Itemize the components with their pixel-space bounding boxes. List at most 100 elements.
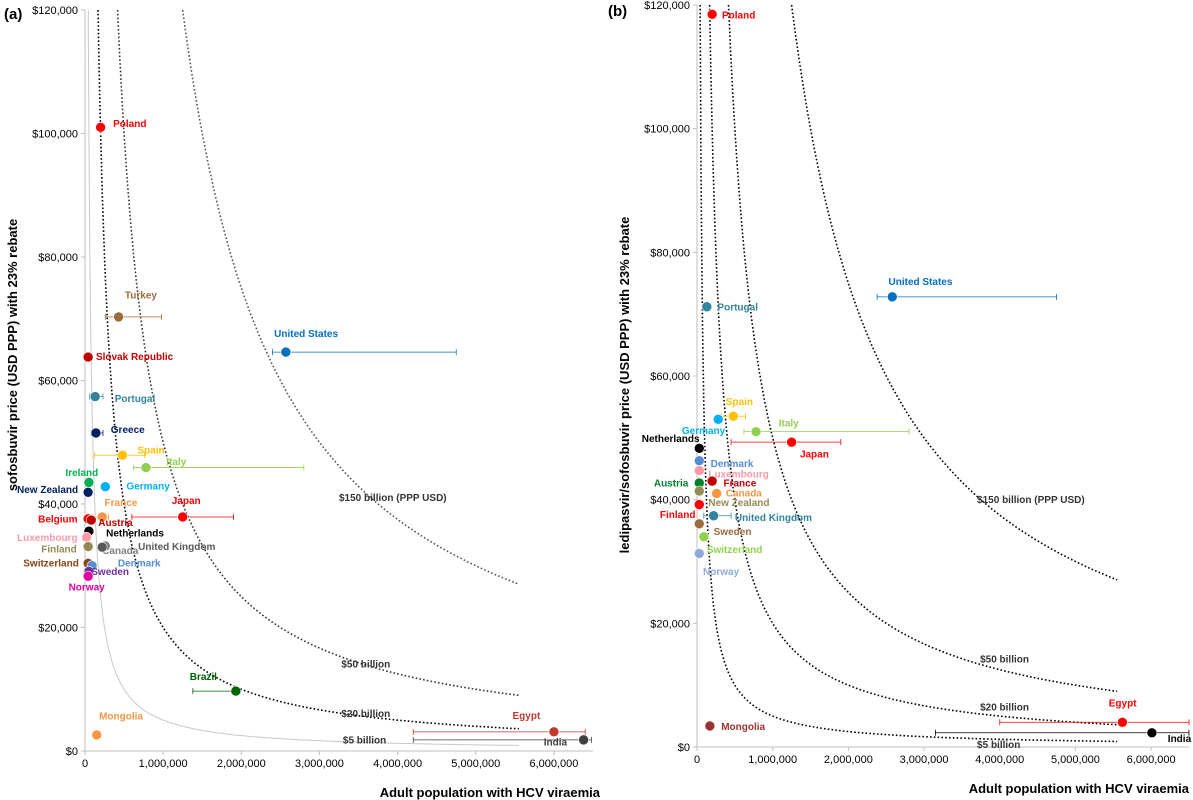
panel-a-point-poland: [95, 122, 106, 133]
panel-a-point-united-states: [280, 346, 292, 358]
panel-b-point-egypt: [1117, 716, 1128, 728]
panel-b-iso-cost-label: $20 billion: [980, 703, 1029, 714]
panel-b-label: (b): [608, 3, 627, 20]
panel-b-point-norway: [693, 548, 705, 559]
panel-a-label: (a): [4, 6, 22, 23]
panel-b-point-luxembourg: [693, 465, 705, 476]
panel-a-point-label-germany: Germany: [126, 482, 170, 493]
panel-a-point-india: [578, 734, 589, 746]
panel-a-point-label-turkey: Turkey: [125, 290, 157, 301]
panel-a-point-united-kingdom: [96, 541, 108, 553]
panel-b-point-finland: [693, 499, 705, 510]
panel-b-y-tick-label: $120,000: [644, 0, 690, 12]
panel-a-point-label-austria: Austria: [98, 518, 133, 529]
panel-b-point-canada: [711, 488, 722, 499]
panel-a-iso-cost-curve: [116, 10, 519, 697]
panel-a-point-japan: [177, 511, 188, 523]
panel-a-y-tick-label: $120,000: [32, 5, 78, 17]
panel-b-point-new-zealand: [693, 485, 705, 497]
panel-b-point-label-norway: Norway: [703, 567, 740, 578]
panel-a-x-tick-label: 3,000,000: [295, 758, 344, 770]
panel-b-point-label-austria: Austria: [654, 479, 689, 490]
panel-a-point-greece: [90, 427, 102, 439]
panel-a-x-axis-title: Adult population with HCV viraemia: [380, 785, 601, 800]
panel-a-point-germany: [100, 481, 111, 493]
panel-a-point-brazil: [230, 685, 242, 697]
panel-b-point-label-egypt: Egypt: [1109, 699, 1137, 710]
panel-a-x-tick-label: 6,000,000: [529, 758, 578, 770]
panel-a-point-mongolia: [91, 729, 103, 741]
panel-a-point-label-sweden: Sweden: [91, 567, 129, 578]
panel-b-point-switzerland: [698, 531, 710, 543]
panel-a-iso-cost-label: $50 billion: [341, 660, 390, 671]
panel-a-point-label-slovak-republic: Slovak Republic: [96, 352, 174, 363]
panel-a-point-label-luxembourg: Luxembourg: [17, 533, 78, 544]
panel-a-point-label-japan: Japan: [172, 496, 201, 507]
panel-a-point-label-india: India: [544, 737, 568, 748]
panel-b-y-tick-label: $100,000: [644, 124, 690, 136]
panel-a-y-tick-label: $20,000: [38, 623, 78, 635]
panel-a-point-label-switzerland: Switzerland: [23, 558, 79, 569]
panel-a-iso-cost-curve: [87, 10, 519, 746]
panel-b-point-netherlands: [693, 443, 705, 454]
panel-b-y-tick-label: $80,000: [650, 247, 690, 259]
panel-a-point-label-mongolia: Mongolia: [99, 711, 143, 722]
panel-a-x-tick-label: 0: [82, 758, 88, 770]
panel-a-point-label-italy: Italy: [166, 457, 186, 468]
panel-b-x-tick-label: 3,000,000: [900, 754, 949, 766]
panel-a-point-label-netherlands: Netherlands: [106, 529, 164, 540]
panel-a-y-tick-label: $60,000: [38, 376, 78, 388]
panel-a-point-label-denmark: Denmark: [118, 558, 161, 569]
panel-b-point-mongolia: [704, 720, 716, 732]
panel-b-point-france: [706, 475, 718, 487]
panel-a-x-tick-label: 4,000,000: [373, 758, 422, 770]
panel-b-iso-cost-curve: [727, 5, 1118, 693]
panel-b-point-japan: [786, 436, 797, 448]
panel-a-point-luxembourg: [81, 532, 92, 543]
panel-a: (a) 0 1,000,000 2,000,000 3,000,000 4,000,00…: [4, 5, 601, 800]
panel-b-point-label-united-kingdom: United Kingdom: [735, 513, 812, 524]
panel-a-point-spain: [117, 449, 128, 461]
panel-a-iso-cost-curve: [181, 10, 520, 585]
panel-a-point-label-united-states: United States: [274, 329, 338, 340]
panel-b-y-tick-label: $40,000: [650, 495, 690, 507]
panel-b-point-label-finland: Finland: [660, 510, 696, 521]
panel-a-iso-cost-curve: [97, 10, 519, 730]
panel-a-point-label-ireland: Ireland: [65, 468, 98, 479]
panel-b-iso-cost-label: $5 billion: [977, 740, 1020, 751]
panel-b-point-label-canada: Canada: [726, 488, 763, 499]
panel-a-iso-cost-label: $20 billion: [341, 709, 390, 720]
panel-a-point-label-france: France: [105, 498, 138, 509]
panel-a-point-label-canada: Canada: [102, 546, 139, 557]
panel-b-x-axis-title: Adult population with HCV viraemia: [969, 781, 1190, 796]
panel-b-point-label-japan: Japan: [800, 450, 829, 461]
panel-b-y-tick-label: $60,000: [650, 371, 690, 383]
panel-b: (b) 0 1,000,000 2,000,000 3,000,000 4,000,00…: [608, 0, 1192, 796]
panel-b-point-label-poland: Poland: [722, 11, 755, 22]
panel-b-point-sweden: [693, 518, 705, 530]
panel-b-point-label-switzerland: Switzerland: [707, 545, 763, 556]
panel-a-point-label-new-zealand: New Zealand: [17, 485, 78, 496]
panel-b-iso-cost-label: $50 billion: [980, 654, 1029, 665]
panel-b-x-tick-label: 2,000,000: [824, 754, 873, 766]
panel-a-point-france: [96, 511, 108, 523]
panel-b-point-label-mongolia: Mongolia: [721, 722, 765, 733]
panel-b-point-label-united-states: United States: [889, 277, 953, 288]
panel-b-point-united-states: [886, 291, 898, 303]
panel-a-point-austria: [85, 514, 97, 526]
panel-b-iso-cost-label: $150 billion (PPP USD): [977, 495, 1085, 506]
panel-a-point-label-spain: Spain: [137, 445, 164, 456]
panel-a-point-egypt: [548, 726, 560, 738]
panel-a-point-slovak-republic: [82, 351, 94, 363]
panel-b-point-label-germany: Germany: [682, 426, 726, 437]
panel-a-point-norway: [82, 570, 94, 582]
panel-b-point-label-luxembourg: Luxembourg: [708, 469, 769, 480]
panel-b-y-tick-label: $20,000: [650, 618, 690, 630]
panel-a-y-axis-title: sofosbuvir price (USD PPP) with 23% reba…: [5, 219, 20, 491]
panel-b-x-tick-label: 0: [694, 754, 700, 766]
panel-b-point-united-kingdom: [708, 510, 719, 522]
panel-b-x-tick-label: 6,000,000: [1127, 754, 1176, 766]
panel-b-point-label-france: France: [723, 479, 756, 490]
panel-a-point-label-egypt: Egypt: [513, 711, 541, 722]
